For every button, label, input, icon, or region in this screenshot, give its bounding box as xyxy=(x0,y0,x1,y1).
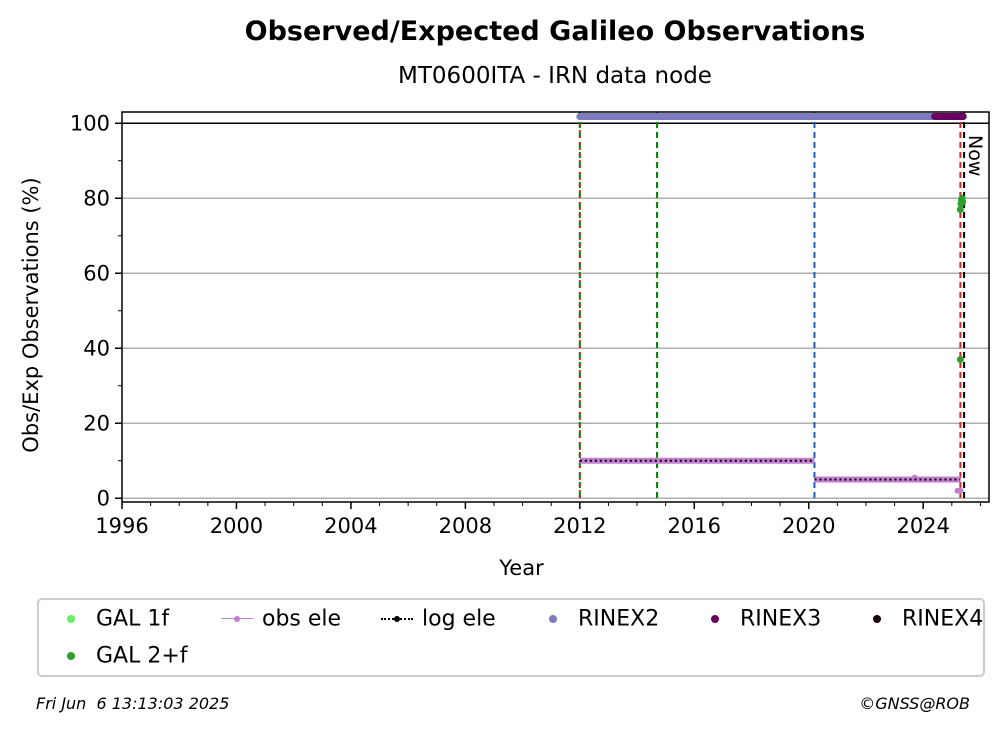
x-axis-label: Year xyxy=(498,556,544,580)
now-label: Now xyxy=(964,135,986,176)
legend-marker-dot-icon xyxy=(53,609,89,629)
legend-marker-dot-icon xyxy=(53,646,89,666)
legend: GAL 1f obs ele log ele RINEX2 RINEX3 RIN… xyxy=(37,598,985,677)
legend-marker-dot-icon xyxy=(697,609,733,629)
legend-item-obs-ele: obs ele xyxy=(219,606,341,632)
legend-label: GAL 2+f xyxy=(96,643,188,669)
legend-label: RINEX4 xyxy=(902,606,984,632)
legend-marker-line-icon xyxy=(219,609,255,629)
legend-item-gal-1f: GAL 1f xyxy=(53,606,169,632)
y-tick-label: 80 xyxy=(83,186,110,210)
legend-item-log-ele: log ele xyxy=(379,606,496,632)
x-tick-label: 2000 xyxy=(210,514,263,538)
x-tick-label: 2004 xyxy=(324,514,377,538)
y-tick-label: 100 xyxy=(70,111,110,135)
legend-marker-dotted-line-icon xyxy=(379,609,415,629)
x-tick-label: 2008 xyxy=(439,514,492,538)
y-tick-label: 40 xyxy=(83,336,110,360)
legend-item-rinex4: RINEX4 xyxy=(859,606,983,632)
series-point-obs-ele xyxy=(957,487,964,494)
legend-item-rinex3: RINEX3 xyxy=(697,606,821,632)
series-point-gal-2-f xyxy=(959,198,967,206)
legend-marker-dot-icon xyxy=(859,609,895,629)
y-tick-label: 0 xyxy=(97,486,110,510)
y-axis-label: Obs/Exp Observations (%) xyxy=(19,177,43,452)
legend-marker-dot-icon xyxy=(535,609,571,629)
legend-item-gal-2f: GAL 2+f xyxy=(53,643,188,669)
legend-label: RINEX3 xyxy=(740,606,822,632)
footer-timestamp: Fri Jun 6 13:13:03 2025 xyxy=(36,694,230,713)
legend-label: RINEX2 xyxy=(578,606,660,632)
plot-frame xyxy=(121,111,990,503)
legend-label: log ele xyxy=(422,606,496,632)
x-tick-label: 2012 xyxy=(553,514,606,538)
chart-title: Observed/Expected Galileo Observations xyxy=(244,16,866,47)
x-tick-label: 1996 xyxy=(95,514,148,538)
x-tick-label: 2024 xyxy=(896,514,949,538)
footer-credit: ©GNSS@ROB xyxy=(859,694,970,713)
series-point-gal-2-f xyxy=(956,206,964,213)
legend-label: obs ele xyxy=(262,606,342,632)
chart-subtitle: MT0600ITA - IRN data node xyxy=(398,63,712,89)
legend-item-rinex2: RINEX2 xyxy=(535,606,659,632)
x-tick-label: 2016 xyxy=(668,514,721,538)
series-point-gal-2-f xyxy=(956,356,964,363)
y-tick-label: 60 xyxy=(83,261,110,285)
y-tick-label: 20 xyxy=(83,411,110,435)
x-tick-label: 2020 xyxy=(782,514,835,538)
legend-label: GAL 1f xyxy=(96,606,170,632)
